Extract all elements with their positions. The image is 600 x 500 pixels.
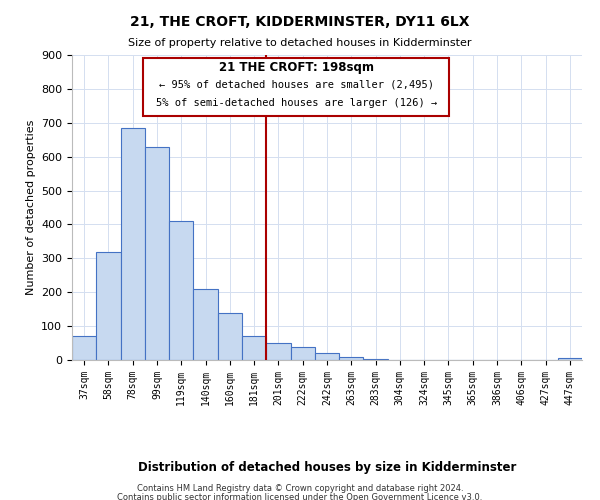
X-axis label: Distribution of detached houses by size in Kidderminster: Distribution of detached houses by size … (138, 460, 516, 473)
Bar (169, 221, 193, 360)
Text: Size of property relative to detached houses in Kidderminster: Size of property relative to detached ho… (128, 38, 472, 48)
FancyBboxPatch shape (143, 58, 449, 116)
Bar (96, 252, 121, 360)
Bar (315, 352, 339, 360)
Text: Contains public sector information licensed under the Open Government Licence v3: Contains public sector information licen… (118, 492, 482, 500)
Bar (558, 358, 582, 360)
Y-axis label: Number of detached properties: Number of detached properties (26, 120, 35, 295)
Bar (290, 348, 315, 360)
Bar (145, 147, 169, 360)
Bar (339, 356, 364, 360)
Bar (121, 128, 145, 360)
Bar (193, 289, 218, 360)
Text: 21, THE CROFT, KIDDERMINSTER, DY11 6LX: 21, THE CROFT, KIDDERMINSTER, DY11 6LX (130, 15, 470, 29)
Text: 5% of semi-detached houses are larger (126) →: 5% of semi-detached houses are larger (1… (156, 98, 437, 108)
Text: ← 95% of detached houses are smaller (2,495): ← 95% of detached houses are smaller (2,… (159, 80, 434, 90)
Text: 21 THE CROFT: 198sqm: 21 THE CROFT: 198sqm (219, 61, 374, 74)
Bar (242, 336, 266, 360)
Bar (266, 343, 290, 360)
Text: Contains HM Land Registry data © Crown copyright and database right 2024.: Contains HM Land Registry data © Crown c… (137, 484, 463, 493)
Bar (218, 312, 242, 360)
Bar (72, 336, 96, 360)
